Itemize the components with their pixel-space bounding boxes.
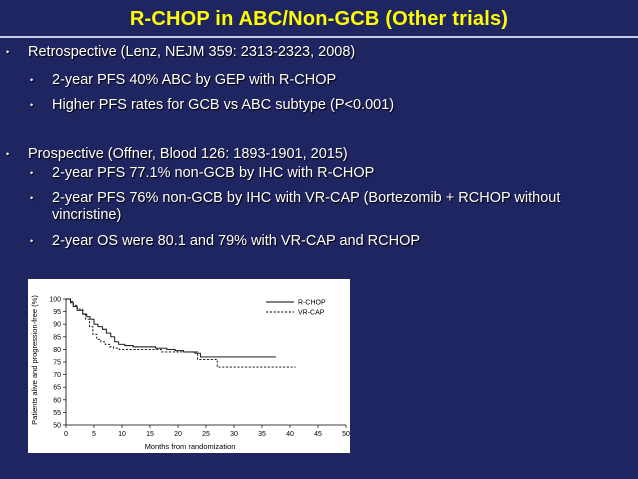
bullet-item: • 2-year PFS 40% ABC by GEP with R-CHOP <box>30 72 622 89</box>
bullet-dot-icon: • <box>30 236 34 246</box>
bullet-item: • Prospective (Offner, Blood 126: 1893-1… <box>6 146 348 163</box>
legend-label: R-CHOP <box>298 300 326 307</box>
x-tick-label: 20 <box>174 431 182 438</box>
bullet-text: Higher PFS rates for GCB vs ABC subtype … <box>52 97 395 113</box>
bullet-item: • 2-year PFS 76% non-GCB by IHC with VR-… <box>30 190 612 224</box>
x-tick-label: 10 <box>118 431 126 438</box>
y-tick-label: 90 <box>53 322 61 329</box>
x-tick-label: 25 <box>202 431 210 438</box>
y-tick-label: 60 <box>53 397 61 404</box>
y-tick-label: 50 <box>53 423 61 430</box>
x-tick-label: 30 <box>230 431 238 438</box>
y-tick-label: 55 <box>53 410 61 417</box>
x-tick-label: 35 <box>258 431 266 438</box>
y-tick-label: 70 <box>53 372 61 379</box>
y-tick-label: 65 <box>53 385 61 392</box>
kaplan-meier-chart: 0 5 10 15 20 25 30 35 40 45 50 50 55 60 65 70 75 80 85 90 95… <box>30 295 350 451</box>
bullet-dot-icon: • <box>30 193 34 203</box>
bullet-item: • Higher PFS rates for GCB vs ABC subtyp… <box>30 97 622 114</box>
x-tick-label: 45 <box>314 431 322 438</box>
x-tick-label: 15 <box>146 431 154 438</box>
chart-axes <box>65 299 346 426</box>
y-tick-label: 85 <box>53 334 61 341</box>
chart-ticks: 0 5 10 15 20 25 30 35 40 45 50 50 55 60 65 70 75 80 85 90 95… <box>49 297 350 439</box>
x-tick-label: 0 <box>64 431 68 438</box>
chart-lines <box>66 298 296 368</box>
x-tick-label: 5 <box>92 431 96 438</box>
legend-label: VR-CAP <box>298 310 325 317</box>
y-tick-label: 100 <box>49 297 61 304</box>
bullet-text: 2-year PFS 76% non-GCB by IHC with VR-CA… <box>52 190 561 223</box>
bullet-dot-icon: • <box>6 149 10 159</box>
bullet-text: 2-year OS were 80.1 and 79% with VR-CAP … <box>52 233 421 249</box>
slide-title: R-CHOP in ABC/Non-GCB (Other trials) <box>129 8 509 30</box>
bullet-item: • 2-year PFS 77.1% non-GCB by IHC with R… <box>30 165 622 182</box>
x-tick-label: 50 <box>342 431 350 438</box>
bullet-dot-icon: • <box>30 75 34 85</box>
bullet-text: Prospective (Offner, Blood 126: 1893-190… <box>28 146 348 162</box>
bullet-item: • Retrospective (Lenz, NEJM 359: 2313-23… <box>6 44 356 61</box>
y-axis-label: Patients alive and progression-free (%) <box>30 295 39 425</box>
kaplan-meier-chart-panel: 0 5 10 15 20 25 30 35 40 45 50 50 55 60 65 70 75 80 85 90 95… <box>28 279 350 453</box>
y-tick-label: 75 <box>53 360 61 367</box>
bullet-text: 2-year PFS 77.1% non-GCB by IHC with R-C… <box>52 165 375 181</box>
bullet-dot-icon: • <box>30 168 34 178</box>
bullet-item: • 2-year OS were 80.1 and 79% with VR-CA… <box>30 233 622 250</box>
y-tick-label: 80 <box>53 347 61 354</box>
x-axis-label: Months from randomization <box>145 442 236 451</box>
bullet-dot-icon: • <box>30 100 34 110</box>
series-line-vr-cap <box>66 298 296 368</box>
y-tick-label: 95 <box>53 309 61 316</box>
title-divider <box>0 36 638 38</box>
bullet-text: Retrospective (Lenz, NEJM 359: 2313-2323… <box>28 44 356 60</box>
chart-legend: R-CHOP VR-CAP <box>266 300 326 317</box>
bullet-dot-icon: • <box>6 47 10 57</box>
series-line-r-chop <box>66 298 276 358</box>
x-tick-label: 40 <box>286 431 294 438</box>
bullet-text: 2-year PFS 40% ABC by GEP with R-CHOP <box>52 72 337 88</box>
